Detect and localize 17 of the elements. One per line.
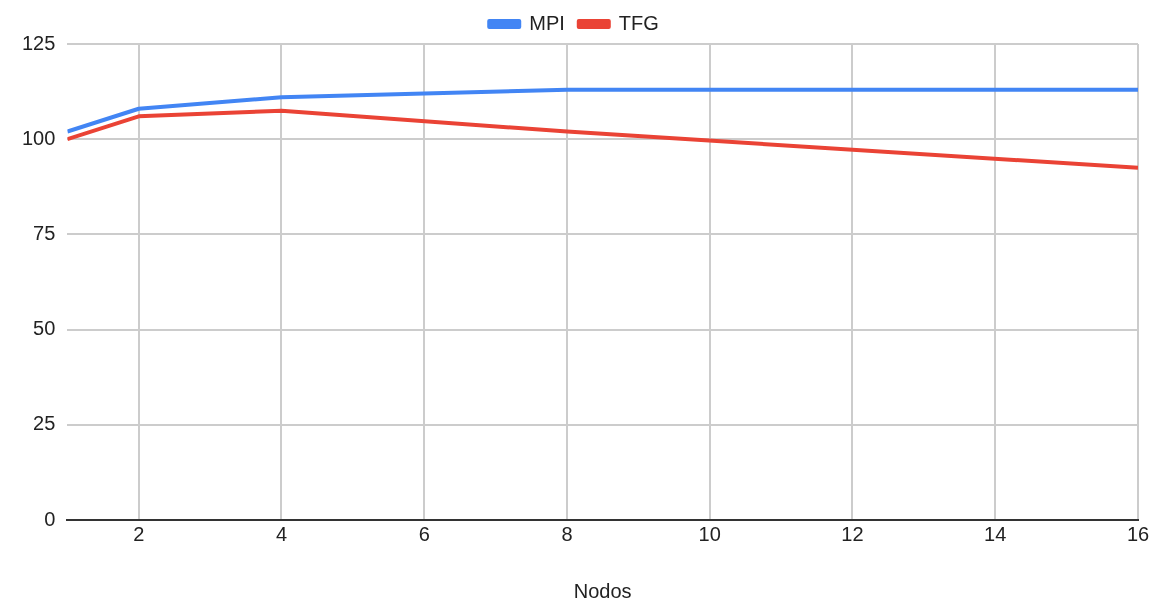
x-tick-label: 2 xyxy=(133,522,145,545)
y-tick-label: 125 xyxy=(21,31,56,54)
x-tick-label: 4 xyxy=(275,522,288,545)
y-tick-label: 25 xyxy=(33,412,56,435)
x-tick-label: 12 xyxy=(841,522,864,545)
legend-label: TFG xyxy=(618,11,659,34)
x-tick-label: 16 xyxy=(1126,522,1150,545)
y-tick-label: 50 xyxy=(33,317,56,340)
y-tick-label: 0 xyxy=(44,507,56,530)
x-tick-label: 6 xyxy=(418,522,430,545)
y-tick-label: 100 xyxy=(21,126,56,149)
x-axis-title: Nodos xyxy=(573,579,632,602)
x-tick-label: 8 xyxy=(561,522,573,545)
x-tick-label: 10 xyxy=(698,522,721,545)
y-tick-label: 75 xyxy=(33,221,56,244)
x-tick-label: 14 xyxy=(984,522,1007,545)
legend-label: MPI xyxy=(529,11,565,34)
